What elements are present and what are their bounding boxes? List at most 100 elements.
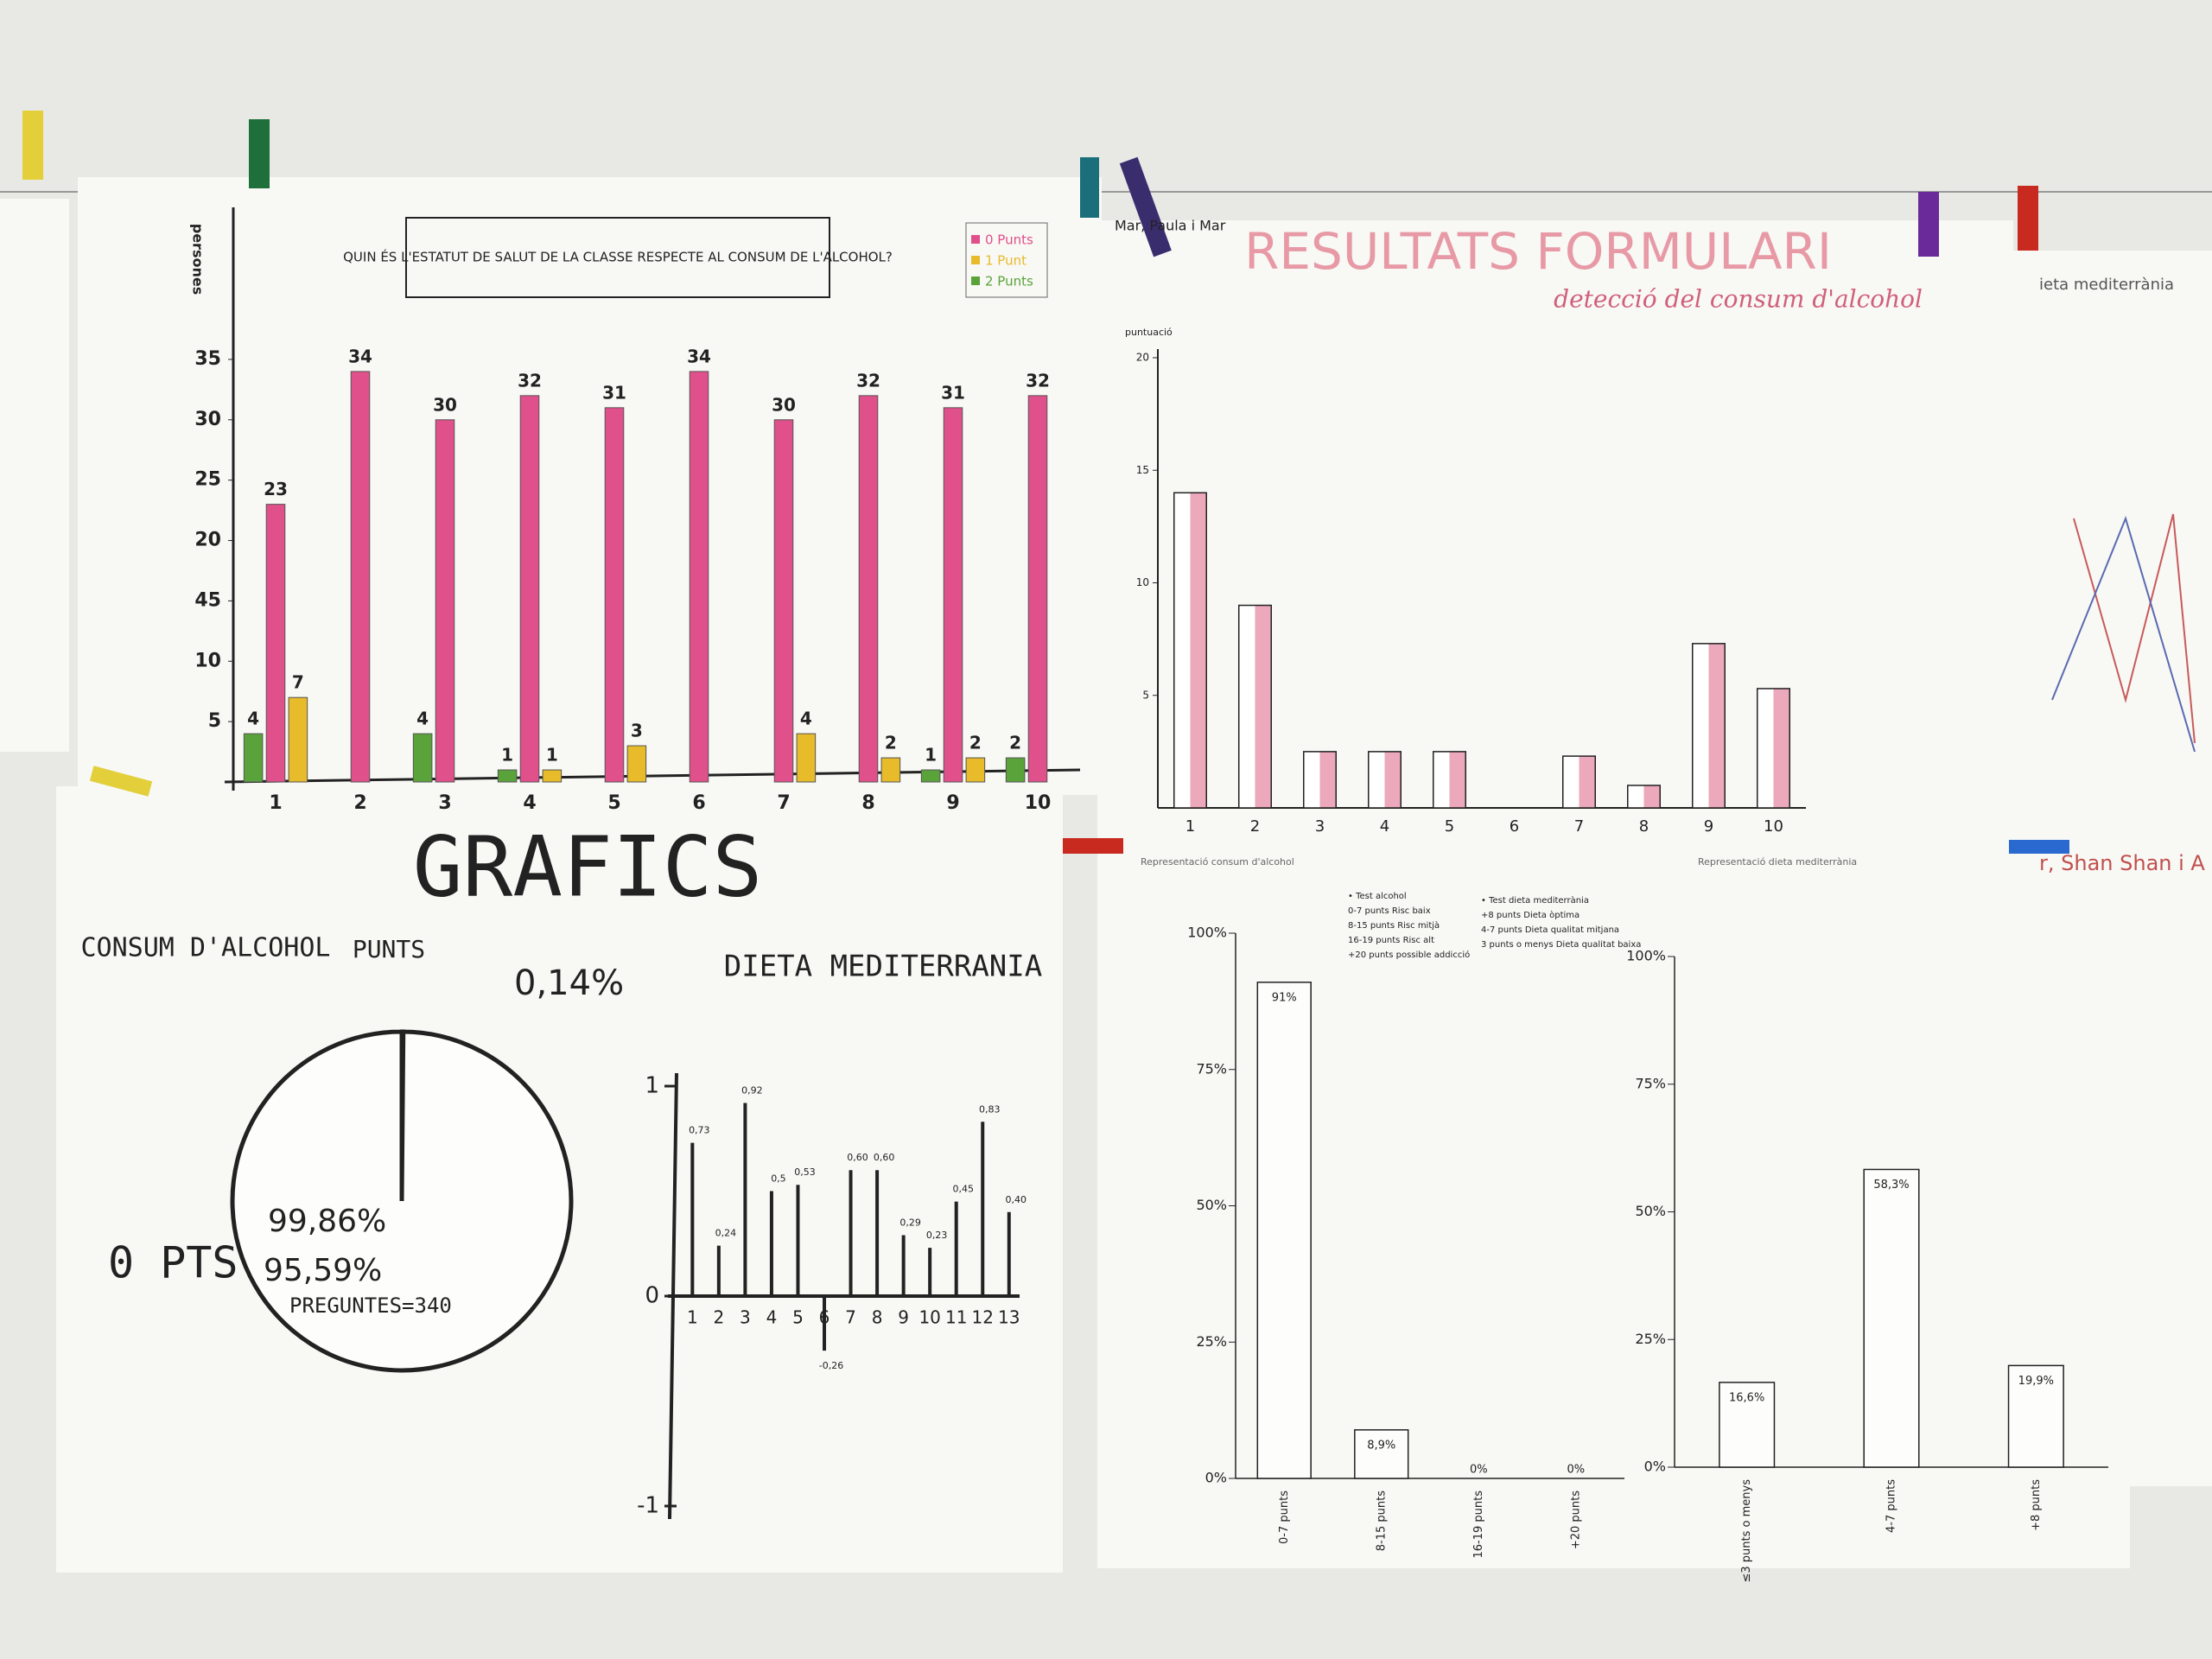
bar-value-label: 23 xyxy=(264,479,288,499)
y-tick-label: 35 xyxy=(194,348,221,370)
bar xyxy=(1562,755,1596,809)
y-tick-label: 75% xyxy=(1196,1060,1227,1077)
bar-value-label: 19,9% xyxy=(2018,1375,2054,1388)
value-label: -0,26 xyxy=(819,1360,843,1371)
author: Mar, Paula i Mar xyxy=(1115,218,1226,234)
x-tick-label: 1 xyxy=(1185,817,1195,836)
heading: GRAFICS xyxy=(413,818,763,915)
bar xyxy=(880,757,901,783)
y-tick-label: 15 xyxy=(1136,464,1149,476)
legend-swatch xyxy=(971,256,980,264)
x-tick-label: +20 punts xyxy=(1569,1491,1582,1549)
bar-value-label: 30 xyxy=(433,394,457,415)
bar-value-label: 1 xyxy=(925,745,937,766)
x-tick-label: 2 xyxy=(713,1307,724,1328)
x-tick-label: 9 xyxy=(1704,817,1713,836)
note: 0-7 punts Risc baix xyxy=(1348,906,1431,916)
x-tick-label: 3 xyxy=(1315,817,1325,836)
bar xyxy=(626,745,647,783)
x-tick-label: 5 xyxy=(792,1307,804,1328)
chart-subtitle: detecció del consum d'alcohol xyxy=(1554,285,1923,314)
x-tick-label: 1 xyxy=(687,1307,698,1328)
x-tick-label: 2 xyxy=(353,792,366,814)
bar-value-label: 58,3% xyxy=(1873,1179,1909,1192)
pie-slice xyxy=(230,1029,574,1373)
bar-value-label: 30 xyxy=(772,394,796,415)
value-label: 0,92 xyxy=(741,1084,763,1096)
value-label: 99,86% xyxy=(268,1204,386,1239)
bar-value-label: 32 xyxy=(1026,370,1050,391)
x-tick-label: 6 xyxy=(692,792,705,814)
x-tick-label: 7 xyxy=(777,792,790,814)
bar-value-label: 32 xyxy=(856,370,880,391)
bar xyxy=(1027,395,1048,783)
chart-title: Representació consum d'alcohol xyxy=(1141,856,1294,868)
y-tick-label: 0 xyxy=(645,1283,659,1309)
value-label: 0,83 xyxy=(979,1103,1001,1115)
note: 3 punts o menys Dieta qualitat baixa xyxy=(1481,940,1641,950)
x-tick-label: 13 xyxy=(998,1307,1020,1328)
bar xyxy=(412,733,433,783)
bar-value-label: 8,9% xyxy=(1367,1439,1395,1452)
value-label: 0,73 xyxy=(689,1125,710,1136)
x-tick-label: 10 xyxy=(1764,817,1783,836)
y-tick-label: 50% xyxy=(1196,1197,1227,1213)
bar-value-label: 4 xyxy=(416,709,429,729)
x-tick-label: 12 xyxy=(972,1307,994,1328)
bar xyxy=(943,407,963,783)
category-label: PUNTS xyxy=(353,935,425,963)
bar xyxy=(435,419,455,783)
bar xyxy=(965,757,986,783)
bar xyxy=(288,696,308,783)
x-tick-label: 8 xyxy=(872,1307,883,1328)
bar xyxy=(604,407,625,783)
value-label: 0,45 xyxy=(952,1184,974,1195)
bar xyxy=(2007,1364,2064,1468)
bar-value-label: 32 xyxy=(518,370,542,391)
bar xyxy=(858,395,879,783)
y-tick-label: 10 xyxy=(1136,576,1149,588)
bar xyxy=(796,733,817,783)
x-tick-label: 9 xyxy=(946,792,959,814)
bar-value-label: 4 xyxy=(800,709,812,729)
bar xyxy=(265,504,286,783)
x-tick-label: 8 xyxy=(861,792,874,814)
x-tick-label: +8 punts xyxy=(2030,1479,2043,1531)
value-label: 0,5 xyxy=(771,1173,786,1185)
bar-value-label: 16,6% xyxy=(1729,1391,1764,1404)
y-tick-label: 20 xyxy=(194,530,221,551)
x-tick-label: 6 xyxy=(819,1307,830,1328)
bar-value-label: 0% xyxy=(1470,1464,1488,1477)
x-tick-label: 7 xyxy=(845,1307,856,1328)
annotation: PREGUNTES=340 xyxy=(289,1294,452,1318)
x-tick-label: 4 xyxy=(523,792,536,814)
note: • Test alcohol xyxy=(1348,892,1407,901)
bar xyxy=(1692,643,1726,809)
y-tick-label: 0% xyxy=(1644,1459,1666,1475)
category-label: 0 PTS xyxy=(108,1238,238,1288)
bar-value-label: 31 xyxy=(602,382,626,403)
bar-value-label: 2 xyxy=(969,733,982,753)
note: +8 punts Dieta òptima xyxy=(1481,910,1580,920)
legend-label: 0 Punts xyxy=(985,232,1033,248)
x-tick-label: 3 xyxy=(740,1307,751,1328)
clothespin xyxy=(89,766,153,797)
clothespin xyxy=(249,119,270,188)
y-tick-label: 100% xyxy=(1187,925,1227,941)
clothespin xyxy=(1918,192,1939,257)
legend-swatch xyxy=(971,276,980,285)
note: +20 punts possible addicció xyxy=(1348,950,1470,960)
x-tick-label: 4-7 punts xyxy=(1885,1479,1898,1533)
paper-left xyxy=(0,199,69,752)
y-tick-label: 25% xyxy=(1196,1333,1227,1350)
chart-title: CONSUM D'ALCOHOL xyxy=(81,933,331,963)
bar xyxy=(1863,1168,1920,1468)
bar xyxy=(1303,751,1337,809)
x-tick-label: 6 xyxy=(1510,817,1519,836)
bar xyxy=(1433,751,1466,809)
value-label: 0,23 xyxy=(926,1230,948,1241)
note: 8-15 punts Risc mitjà xyxy=(1348,920,1440,931)
y-tick-label: 45 xyxy=(194,589,221,611)
y-tick-label: 5 xyxy=(208,710,221,732)
